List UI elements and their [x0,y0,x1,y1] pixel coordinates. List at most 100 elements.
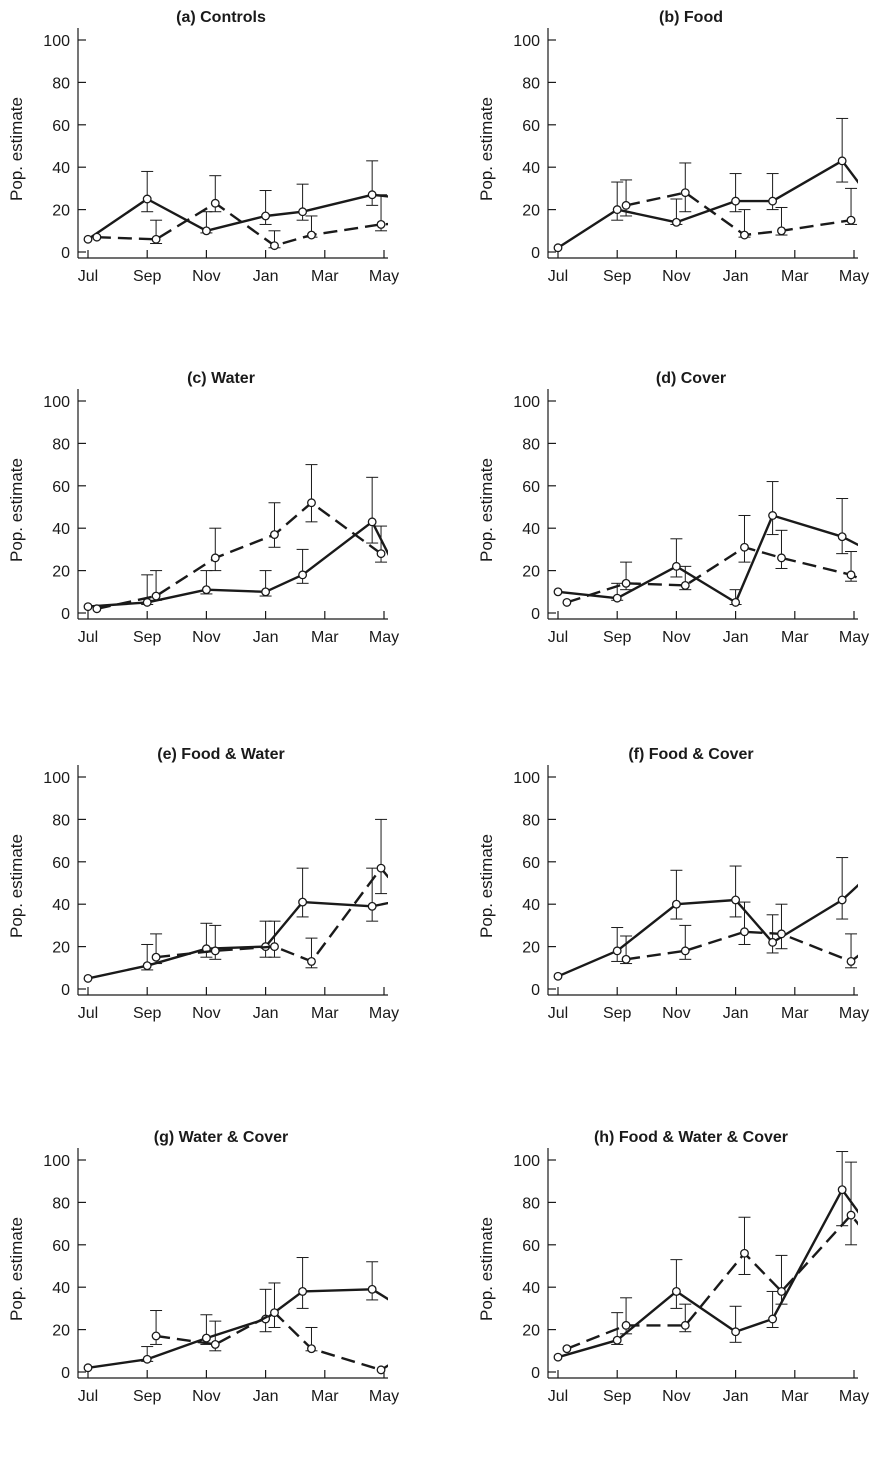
panel-g: (g) Water & Cover Pop. estimate 0 20 40 60 80 1… [7,1129,418,1405]
y-tick-label: 40 [52,521,70,538]
data-point [298,897,308,907]
data-point [298,570,308,580]
panel-title: (g) Water & Cover [154,1129,289,1146]
data-point [740,1248,749,1258]
data-point [768,511,778,520]
x-tick-label: Nov [662,1005,690,1022]
data-point [419,219,427,227]
data-point [621,578,631,588]
x-tick-label: May [369,1005,399,1022]
data-point [142,961,152,971]
data-point [680,580,690,590]
y-tick-label: 80 [52,812,70,829]
data-point [410,601,418,609]
data-point [553,587,563,597]
data-point [367,1284,377,1294]
data-point [777,1286,786,1296]
y-tick-label: 80 [522,436,540,453]
panel-title: (f) Food & Cover [628,746,753,763]
x-tick-label: Jul [78,1388,98,1405]
data-point [376,219,386,229]
data-point [680,188,690,198]
data-point [553,243,563,253]
x-tick-label: Mar [311,629,339,646]
panel-title: (a) Controls [176,9,266,26]
y-tick-label: 60 [52,118,70,135]
x-tick-label: Nov [662,1388,690,1405]
x-tick-label: Nov [662,629,690,646]
y-tick-label: 0 [61,245,70,262]
data-point [270,1308,279,1318]
data-point [83,234,93,244]
x-tick-label: Nov [662,268,690,285]
y-tick-label: 60 [52,1238,70,1255]
x-tick-label: Jan [723,629,749,646]
y-tick-label: 100 [513,1153,540,1170]
series-line-dashed [625,191,858,237]
y-tick-label: 60 [522,1238,540,1255]
y-tick-label: 40 [522,897,540,914]
data-point [151,952,161,962]
y-tick-label: 100 [43,1153,70,1170]
data-point [210,946,220,956]
data-point [83,602,93,612]
data-point [731,1327,741,1337]
data-point [261,211,271,221]
x-tick-label: Jan [253,1388,279,1405]
y-tick-label: 40 [52,1280,70,1297]
data-point [768,937,778,947]
data-point [410,1311,418,1319]
x-tick-label: Jan [253,1005,279,1022]
y-tick-label: 40 [52,160,70,177]
y-tick-label: 60 [52,479,70,496]
data-point [680,1320,690,1330]
x-tick-label: Nov [192,1388,220,1405]
x-tick-label: Jul [78,629,98,646]
y-tick-label: 80 [52,1195,70,1212]
y-axis-label: Pop. estimate [7,834,26,938]
x-tick-label: Sep [133,1005,162,1022]
panel-e: (e) Food & Water Pop. estimate 0 20 40 60 80 10… [7,746,418,1022]
data-point [83,973,93,983]
data-point [83,1363,93,1373]
panel-title: (b) Food [659,9,723,26]
data-point [880,858,885,866]
x-tick-label: Jan [723,268,749,285]
series-line-solid [87,193,388,241]
plot-area [553,117,858,253]
x-tick-label: May [839,268,869,285]
series-line-solid [87,520,388,608]
data-point [671,217,681,227]
x-tick-label: Jul [548,629,568,646]
data-point [621,1320,631,1330]
data-point [777,226,786,236]
data-point [307,230,316,240]
data-point [846,956,856,966]
data-point [201,1333,211,1343]
data-point [367,517,377,527]
y-tick-label: 0 [531,982,540,999]
y-axis-label: Pop. estimate [477,458,496,562]
data-point [553,971,563,981]
data-point [210,1339,220,1349]
y-tick-label: 80 [52,75,70,92]
x-tick-label: May [369,629,399,646]
data-point [142,194,152,204]
data-point [621,200,631,210]
y-tick-label: 40 [52,897,70,914]
y-tick-label: 100 [43,770,70,787]
y-tick-label: 20 [522,564,540,581]
data-point [307,1344,316,1354]
y-tick-label: 0 [531,1365,540,1382]
panel-title: (d) Cover [656,370,726,387]
panel-title: (c) Water [187,370,255,387]
y-tick-label: 80 [52,436,70,453]
y-tick-label: 40 [522,521,540,538]
data-point [612,205,622,215]
series-line-dashed [566,1213,858,1350]
y-tick-label: 80 [522,812,540,829]
x-tick-label: Jul [548,268,568,285]
data-point [410,894,418,902]
data-point [846,570,856,580]
